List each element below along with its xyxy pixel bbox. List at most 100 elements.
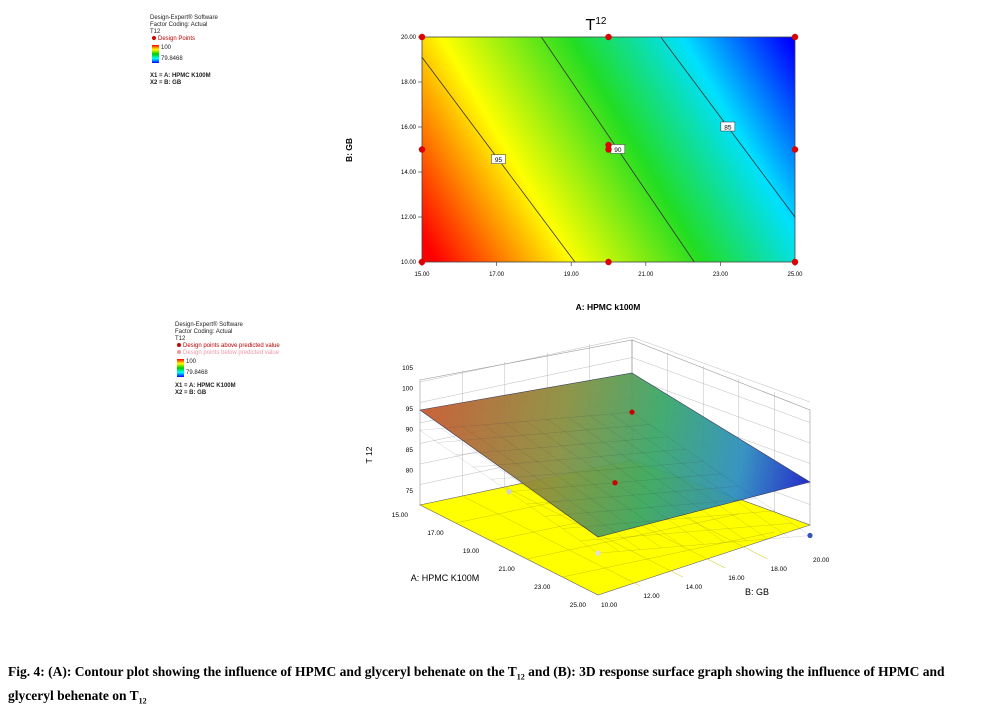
x-tick-label: 15.00 [414, 272, 430, 278]
response-label: T12 [175, 336, 186, 342]
factor-coding-label: Factor Coding: Actual [175, 329, 233, 335]
surface-axes: 75 80 85 90 95 100 105 15.00 17.00 19.00 21.00 23.0… [392, 365, 830, 609]
design-point [791, 258, 799, 266]
design-point [791, 146, 799, 153]
mesh-line [589, 415, 768, 540]
b-tick-label: 20.00 [813, 557, 830, 564]
mesh-line [562, 510, 775, 529]
surface-design-point [595, 550, 601, 556]
range-low: 79.8468 [161, 56, 183, 62]
factor-x2: X2 = B: GB [150, 80, 182, 86]
a-tick-label: 23.00 [534, 584, 551, 591]
mesh-line [437, 424, 650, 443]
mesh-line [580, 523, 793, 541]
y-tick-label: 18.00 [401, 80, 417, 86]
contour-axes: 15.00 17.00 19.00 21.00 23.00 25.00 10.00 12.00… [401, 35, 803, 278]
a-tick-label: 25.00 [570, 602, 587, 609]
design-point-icon [177, 343, 181, 348]
contour-label-box [491, 154, 506, 164]
contour-plot: T12 95 90 85 15.00 17.00 19.00 21.00 23.00 25.0… [344, 16, 803, 312]
z-tick-label: 90 [406, 427, 414, 434]
mesh-line [504, 422, 683, 547]
design-point [791, 33, 799, 41]
b-tick-label: 14.00 [686, 584, 703, 591]
design-points-legend: Design Points [150, 36, 218, 43]
design-point [418, 146, 426, 153]
b-tick-label: 10.00 [601, 602, 618, 609]
a-tick-label: 15.00 [392, 512, 409, 519]
factor-x1: X1 = A: HPMC K100M [175, 383, 236, 389]
z-tick-label: 100 [402, 386, 413, 393]
surface-design-points [506, 409, 813, 556]
a-tick-label: 19.00 [463, 548, 480, 555]
contour-label: 95 [495, 157, 503, 164]
wall-grid-line [419, 336, 633, 383]
mesh-line [491, 461, 704, 480]
b-tick-label: 16.00 [728, 575, 745, 582]
surface-zlabel: T 12 [364, 446, 374, 463]
surface-design-point [612, 480, 618, 486]
response-label: T12 [150, 29, 161, 35]
surface-plot: 75 80 85 90 95 100 105 15.00 17.00 19.00 21.00 23.0… [364, 336, 830, 609]
surface-design-point [629, 409, 635, 415]
mesh-line [483, 424, 662, 548]
z-tick-label: 75 [406, 488, 414, 495]
wall-grid-line [631, 377, 811, 444]
y-tick-label: 20.00 [401, 35, 417, 41]
mesh-line [419, 412, 633, 431]
b-tick-label: 12.00 [643, 593, 660, 600]
range-low: 79.8468 [186, 370, 208, 376]
wall-grid-line [631, 336, 811, 403]
y-tick-label: 12.00 [401, 215, 417, 221]
factor-x1: X1 = A: HPMC K100M [150, 73, 211, 79]
x-tick-label: 25.00 [787, 272, 803, 278]
mesh-line [473, 449, 686, 468]
response-surface [419, 372, 811, 538]
y-tick-label: 14.00 [401, 170, 417, 176]
contour-legend: Design-Expert® Software Factor Coding: A… [150, 15, 218, 87]
software-label: Design-Expert® Software [150, 15, 218, 21]
color-scale: 100 79.8468 [152, 45, 218, 63]
mesh-line [455, 436, 668, 455]
surface-alabel: A: HPMC K100M [411, 573, 480, 583]
color-scale: 100 79.8468 [177, 359, 280, 377]
contour-lines: 95 90 85 [421, 36, 796, 263]
x-tick-label: 21.00 [638, 272, 654, 278]
a-tick-label: 21.00 [499, 566, 516, 573]
figure-caption: Fig. 4: (A): Contour plot showing the in… [8, 664, 945, 706]
z-tick-label: 95 [406, 406, 414, 413]
surface-design-point [506, 489, 512, 495]
contour-design-points [418, 33, 799, 266]
factor-x2: X2 = B: GB [175, 390, 207, 396]
contour-label: 85 [724, 125, 732, 132]
wall-grid-line [631, 357, 811, 423]
x-tick-label: 19.00 [564, 272, 580, 278]
mesh-line [547, 419, 726, 543]
design-point [418, 258, 426, 266]
z-tick-label: 105 [402, 365, 413, 372]
mesh-line [462, 426, 641, 550]
contour-title: T12 [586, 16, 607, 34]
below-legend: Design points below predicted value [175, 350, 280, 357]
y-tick-label: 10.00 [401, 260, 417, 266]
above-legend: Design points above predicted value [175, 343, 280, 350]
design-point-icon [152, 36, 156, 41]
mesh-line [441, 428, 620, 552]
floor-grid-line [562, 531, 775, 578]
surface-blabel: B: GB [745, 587, 769, 597]
color-scale-bar [152, 45, 159, 63]
design-point [605, 258, 612, 266]
range-high: 100 [186, 359, 197, 365]
z-tick-label: 85 [406, 447, 414, 454]
y-tick-label: 16.00 [401, 125, 417, 131]
surface-design-point [807, 532, 813, 539]
contour-ylabel: B: GB [344, 138, 354, 162]
contour-label: 90 [614, 147, 622, 154]
factor-coding-label: Factor Coding: Actual [150, 22, 208, 28]
z-tick-label: 80 [406, 468, 414, 475]
mesh-line [597, 535, 811, 554]
mesh-line [568, 417, 747, 541]
design-point [605, 141, 612, 149]
color-scale-bar [177, 359, 184, 377]
x-tick-label: 23.00 [713, 272, 729, 278]
